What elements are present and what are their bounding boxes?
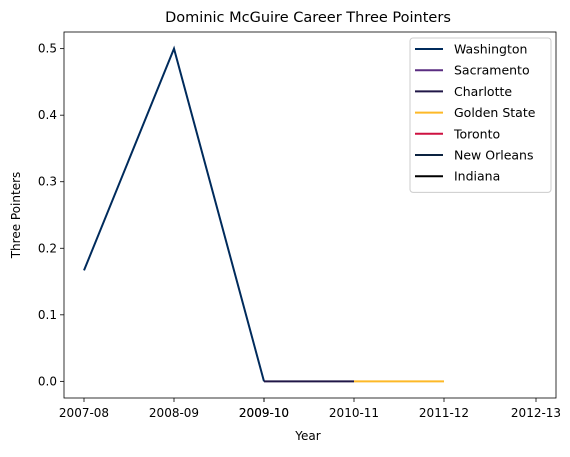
legend-box — [409, 37, 552, 193]
y-axis: 0.0 0.1 0.2 0.3 0.4 0.5 — [38, 42, 64, 388]
x-tick-label: 2010-11 — [329, 406, 379, 420]
x-tick-label: 2011-12 — [419, 406, 469, 420]
y-tick-label: 0.1 — [38, 308, 57, 322]
y-tick-label: 0.3 — [38, 175, 57, 189]
x-tick-label: 2012-13 — [511, 406, 561, 420]
x-axis-label: Year — [294, 429, 320, 443]
legend-label: Sacramento — [454, 63, 530, 78]
y-tick-label: 0.4 — [38, 108, 57, 122]
x-tick-label: 2009-10 — [239, 406, 289, 420]
legend-label: Toronto — [453, 126, 500, 141]
legend-label: Indiana — [454, 169, 500, 184]
series-line-0 — [83, 45, 265, 382]
chart-title: Dominic McGuire Career Three Pointers — [165, 10, 451, 26]
plot-frame — [63, 31, 557, 399]
y-tick-label: 0.0 — [38, 374, 57, 388]
y-tick-label: 0.2 — [38, 241, 57, 255]
legend: Washington Sacramento Charlotte Golden Stat… — [409, 37, 552, 193]
legend-label: Charlotte — [454, 84, 512, 99]
legend-label: Washington — [454, 42, 527, 57]
x-tick-label: 2008-09 — [149, 406, 199, 420]
legend-label: New Orleans — [454, 148, 533, 163]
plot-area — [63, 31, 557, 399]
legend-label: Golden State — [454, 105, 536, 120]
y-axis-label: Three Pointers — [9, 172, 23, 260]
y-tick-label: 0.5 — [38, 42, 57, 56]
x-tick-label: 2007-08 — [59, 406, 109, 420]
x-tick-label: 2009-10 — [239, 406, 289, 420]
